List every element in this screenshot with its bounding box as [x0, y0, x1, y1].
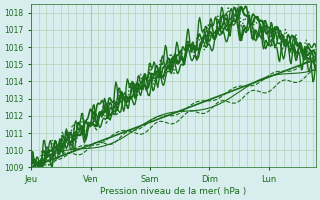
- X-axis label: Pression niveau de la mer( hPa ): Pression niveau de la mer( hPa ): [100, 187, 247, 196]
